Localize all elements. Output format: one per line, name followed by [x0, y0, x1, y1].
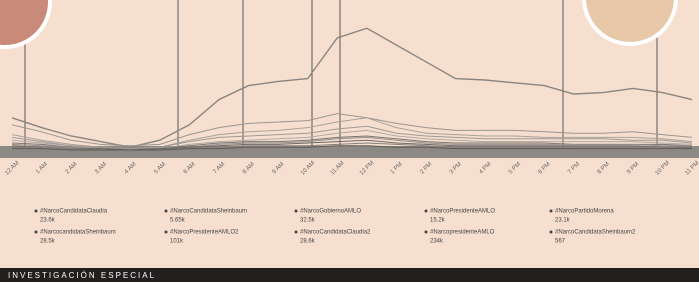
legend-label: #NarcoPresidenteAMLO [430, 209, 495, 215]
legend-bullet [425, 231, 428, 234]
legend-bullet [295, 231, 298, 234]
legend-label: #NarcocandidataSheinbaum [40, 230, 116, 236]
legend-total: 234k [430, 239, 444, 245]
legend-label: #NarcoPartidoMorena [555, 209, 614, 215]
legend-label: #NarcoCandidataClaudia2 [300, 230, 371, 236]
legend-bullet [295, 210, 298, 213]
legend-total: 5.65k [170, 218, 186, 224]
legend-bullet [35, 210, 38, 213]
legend-bullet [165, 231, 168, 234]
chart: INVESTIGACIÓN ESPECIAL 12 AM1 AM2 AM3 AM… [0, 0, 699, 282]
legend-bullet [425, 210, 428, 213]
legend-label: #NarcoCandidataSheinbaum [170, 209, 247, 215]
legend-total: 32.5k [300, 218, 316, 224]
legend-total: 28.6k [300, 239, 316, 245]
legend-total: 23.6k [40, 218, 56, 224]
legend-total: 23.1k [555, 218, 571, 224]
legend-total: 15.2k [430, 218, 446, 224]
legend-bullet [165, 210, 168, 213]
legend-label: #NarcoCandidataSheinbaum2 [555, 230, 636, 236]
legend-label: #NarcoGobiernoAMLO [300, 209, 361, 215]
legend-label: #NarcoCandidataClaudia [40, 209, 108, 215]
legend-bullet [550, 231, 553, 234]
legend-bullet [35, 231, 38, 234]
footer-text: INVESTIGACIÓN ESPECIAL [8, 271, 156, 280]
legend-total: 28.5k [40, 239, 56, 245]
page: INVESTIGACIÓN ESPECIAL 12 AM1 AM2 AM3 AM… [0, 0, 699, 282]
legend-label: #NarcopresidenteAMLO [430, 230, 495, 236]
legend-total: 101k [170, 239, 184, 245]
legend-total: 567 [555, 239, 566, 245]
legend-bullet [550, 210, 553, 213]
legend-label: #NarcoPresidenteAMLO2 [170, 230, 239, 236]
